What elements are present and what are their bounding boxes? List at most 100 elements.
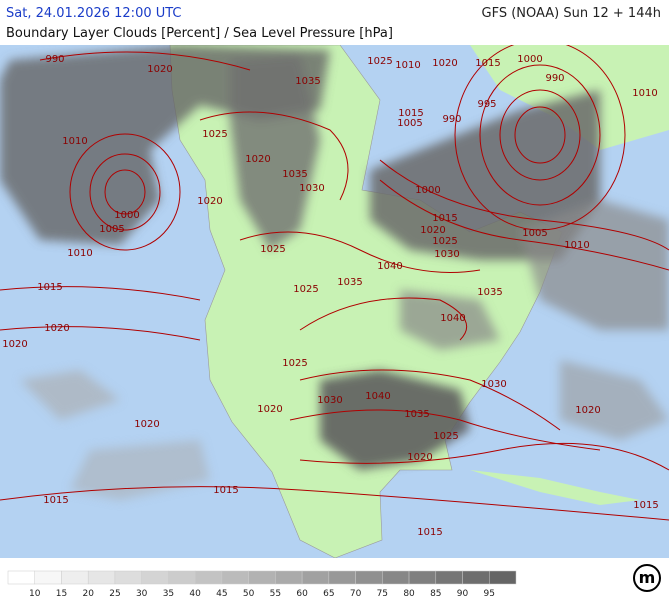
isobar-label: 1000 [415, 185, 440, 196]
isobar-label: 1025 [293, 284, 318, 295]
legend-swatch [34, 570, 62, 585]
clouds [0, 45, 669, 500]
isobar-label: 1035 [404, 409, 429, 420]
isobar-label: 1015 [633, 500, 658, 511]
legend-swatch [61, 570, 89, 585]
legend-label: 35 [163, 589, 174, 599]
legend-swatch [355, 570, 383, 585]
legend-swatch [408, 570, 437, 585]
isobar-label: 1020 [44, 323, 69, 334]
isobar-label: 1035 [282, 169, 307, 180]
isobar-label: 1020 [432, 58, 457, 69]
isobar-label: 1010 [67, 248, 92, 259]
land-north [470, 45, 669, 150]
isobar-label: 1005 [522, 228, 547, 239]
isobar-label: 1020 [420, 225, 445, 236]
legend-label: 45 [216, 589, 227, 599]
legend-swatch [489, 570, 517, 585]
legend-swatch [301, 570, 330, 585]
legend-label: 10 [29, 589, 41, 599]
isobar-label: 1035 [337, 277, 362, 288]
legend-swatch [141, 570, 169, 585]
isobar-label: 1015 [398, 108, 423, 119]
isobar-label: 1015 [417, 527, 442, 538]
isobar-label: 1040 [377, 261, 402, 272]
isobar-label: 1015 [475, 58, 500, 69]
isobar-label: 1020 [257, 404, 282, 415]
legend-label: 50 [243, 589, 255, 599]
legend-label: 60 [296, 589, 308, 599]
isobar-label: 1025 [260, 244, 285, 255]
isobar-label: 1025 [202, 129, 227, 140]
isobar-label: 1035 [295, 76, 320, 87]
isobars [0, 45, 669, 521]
isobar-label: 1025 [432, 236, 457, 247]
isobar-label: 1005 [397, 118, 422, 129]
legend-label: 80 [403, 589, 415, 599]
legend-swatch [328, 570, 356, 585]
legend-label: 20 [82, 589, 94, 599]
legend-swatch [435, 570, 463, 585]
isobar-label: 1015 [432, 213, 457, 224]
isobar-label: 1030 [317, 395, 342, 406]
legend-label: 90 [457, 589, 469, 599]
legend: 10 15 20 25 30 35 40 45 50 55 60 65 70 75 80 85 90 95 [7, 570, 517, 599]
isobar-label: 1020 [245, 154, 270, 165]
isobar-label: 1035 [477, 287, 502, 298]
isobar-label: 1010 [632, 88, 657, 99]
legend-label: 95 [484, 589, 495, 599]
caribbean [470, 470, 640, 505]
isobar-label: 995 [477, 99, 496, 110]
legend-label: 75 [377, 589, 388, 599]
isobar-label: 1025 [282, 358, 307, 369]
legend-swatch [7, 570, 35, 585]
legend-label: 30 [136, 589, 148, 599]
isobar-label: 1010 [564, 240, 589, 251]
model-run: GFS (NOAA) Sun 12 + 144h [481, 6, 661, 21]
isobar-label: 990 [442, 114, 461, 125]
isobar-label: 1000 [114, 210, 139, 221]
legend-swatch [248, 570, 276, 585]
legend-swatch [87, 570, 116, 585]
legend-swatch [462, 570, 490, 585]
isobar-label: 1010 [395, 60, 420, 71]
isobar-label: 1025 [367, 56, 392, 67]
legend-swatch [168, 570, 196, 585]
isobar-label: 1030 [434, 249, 459, 260]
subtitle: Boundary Layer Clouds [Percent] / Sea Le… [6, 26, 393, 41]
legend-label: 40 [189, 589, 201, 599]
isobar-label: 1015 [213, 485, 238, 496]
isobar-label: 1020 [407, 452, 432, 463]
isobar-label: 1015 [37, 282, 62, 293]
isobar-label: 1020 [134, 419, 159, 430]
legend-label: 55 [270, 589, 281, 599]
isobar-label: 990 [545, 73, 564, 84]
legend-label: 25 [109, 589, 120, 599]
legend-label: 65 [323, 589, 334, 599]
legend-swatch [114, 570, 142, 585]
legend-swatch [221, 570, 249, 585]
isobar-label: 1040 [365, 391, 390, 402]
isobar-label: 1000 [517, 54, 542, 65]
datetime: Sat, 24.01.2026 12:00 UTC [6, 6, 182, 21]
legend-label: 15 [56, 589, 67, 599]
isobar-label: 1015 [43, 495, 68, 506]
isobar-label: 1020 [2, 339, 27, 350]
isobar-label: 1025 [433, 431, 458, 442]
isobar-label: 1030 [481, 379, 506, 390]
isobar-label: 1010 [62, 136, 87, 147]
isobar-label: 1020 [147, 64, 172, 75]
legend-swatch [382, 570, 410, 585]
legend-label: 70 [350, 589, 362, 599]
legend-label: 85 [430, 589, 441, 599]
logo-text: m [639, 568, 656, 587]
isobar-label: 990 [45, 54, 64, 65]
isobar-label: 1030 [299, 183, 324, 194]
isobar-label: 1040 [440, 313, 465, 324]
legend-swatch [194, 570, 223, 585]
isobar-label: 1020 [197, 196, 222, 207]
logo: m [633, 564, 661, 592]
